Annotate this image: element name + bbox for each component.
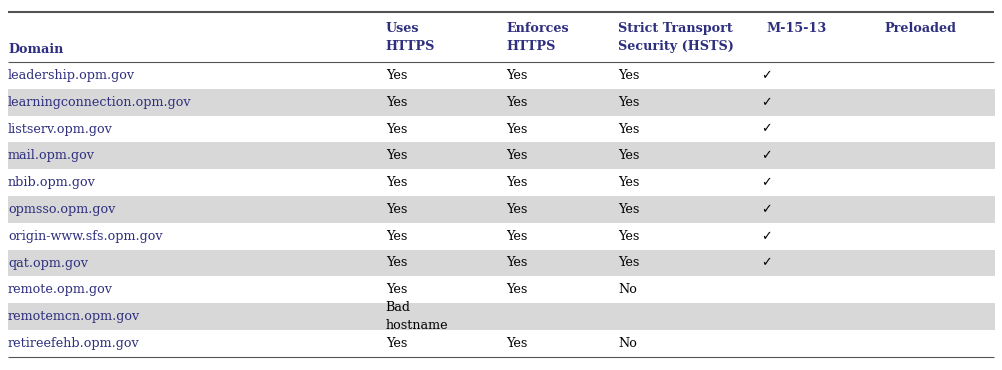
Text: Yes: Yes bbox=[386, 69, 407, 82]
Text: Uses: Uses bbox=[386, 22, 419, 35]
Text: Yes: Yes bbox=[618, 230, 639, 243]
Text: ✓: ✓ bbox=[762, 256, 772, 269]
Text: Yes: Yes bbox=[618, 122, 639, 135]
Text: Domain: Domain bbox=[8, 43, 63, 56]
Text: learningconnection.opm.gov: learningconnection.opm.gov bbox=[8, 96, 191, 109]
Bar bbox=[8, 276, 995, 303]
Text: No: No bbox=[618, 283, 637, 296]
Text: Yes: Yes bbox=[506, 230, 527, 243]
Text: Yes: Yes bbox=[386, 283, 407, 296]
Text: Yes: Yes bbox=[618, 203, 639, 216]
Text: Yes: Yes bbox=[386, 122, 407, 135]
Text: ✓: ✓ bbox=[762, 230, 772, 243]
Text: Yes: Yes bbox=[386, 96, 407, 109]
Text: Yes: Yes bbox=[506, 96, 527, 109]
Text: Strict Transport: Strict Transport bbox=[618, 22, 733, 35]
Text: nbib.opm.gov: nbib.opm.gov bbox=[8, 176, 96, 189]
Text: ✓: ✓ bbox=[762, 176, 772, 189]
Text: leadership.opm.gov: leadership.opm.gov bbox=[8, 69, 135, 82]
Bar bbox=[8, 303, 995, 330]
Text: Enforces: Enforces bbox=[506, 22, 568, 35]
Text: Yes: Yes bbox=[506, 337, 527, 350]
Text: ✓: ✓ bbox=[762, 203, 772, 216]
Text: Yes: Yes bbox=[618, 69, 639, 82]
Text: Yes: Yes bbox=[618, 96, 639, 109]
Bar bbox=[8, 223, 995, 250]
Text: Yes: Yes bbox=[618, 256, 639, 269]
Text: Yes: Yes bbox=[618, 176, 639, 189]
Text: Bad: Bad bbox=[386, 301, 411, 314]
Text: ✓: ✓ bbox=[762, 149, 772, 162]
Text: Yes: Yes bbox=[618, 149, 639, 162]
Bar bbox=[8, 89, 995, 115]
Text: mail.opm.gov: mail.opm.gov bbox=[8, 149, 95, 162]
Bar bbox=[8, 169, 995, 196]
Text: ✓: ✓ bbox=[762, 122, 772, 135]
Text: Yes: Yes bbox=[386, 337, 407, 350]
Text: remotemcn.opm.gov: remotemcn.opm.gov bbox=[8, 310, 140, 323]
Text: M-15-13: M-15-13 bbox=[767, 22, 827, 35]
Text: Yes: Yes bbox=[506, 122, 527, 135]
Text: Yes: Yes bbox=[386, 203, 407, 216]
Text: HTTPS: HTTPS bbox=[386, 40, 435, 53]
Bar bbox=[8, 330, 995, 357]
Bar bbox=[8, 196, 995, 223]
Bar bbox=[8, 62, 995, 89]
Text: origin-www.sfs.opm.gov: origin-www.sfs.opm.gov bbox=[8, 230, 162, 243]
Text: retireefehb.opm.gov: retireefehb.opm.gov bbox=[8, 337, 139, 350]
Text: hostname: hostname bbox=[386, 319, 448, 332]
Text: Yes: Yes bbox=[506, 69, 527, 82]
Bar bbox=[8, 115, 995, 142]
Text: Yes: Yes bbox=[386, 256, 407, 269]
Text: HTTPS: HTTPS bbox=[506, 40, 555, 53]
Text: Yes: Yes bbox=[386, 230, 407, 243]
Text: opmsso.opm.gov: opmsso.opm.gov bbox=[8, 203, 115, 216]
Text: Preloaded: Preloaded bbox=[885, 22, 957, 35]
Text: Yes: Yes bbox=[506, 203, 527, 216]
Text: ✓: ✓ bbox=[762, 96, 772, 109]
Text: No: No bbox=[618, 337, 637, 350]
Text: Yes: Yes bbox=[506, 176, 527, 189]
Text: ✓: ✓ bbox=[762, 69, 772, 82]
Text: qat.opm.gov: qat.opm.gov bbox=[8, 256, 88, 269]
Bar bbox=[8, 250, 995, 276]
Text: Yes: Yes bbox=[506, 283, 527, 296]
Text: Yes: Yes bbox=[506, 256, 527, 269]
Text: Security (HSTS): Security (HSTS) bbox=[618, 40, 734, 53]
Text: remote.opm.gov: remote.opm.gov bbox=[8, 283, 113, 296]
Text: Yes: Yes bbox=[506, 149, 527, 162]
Text: Yes: Yes bbox=[386, 176, 407, 189]
Bar bbox=[8, 142, 995, 169]
Text: Yes: Yes bbox=[386, 149, 407, 162]
Text: listserv.opm.gov: listserv.opm.gov bbox=[8, 122, 113, 135]
